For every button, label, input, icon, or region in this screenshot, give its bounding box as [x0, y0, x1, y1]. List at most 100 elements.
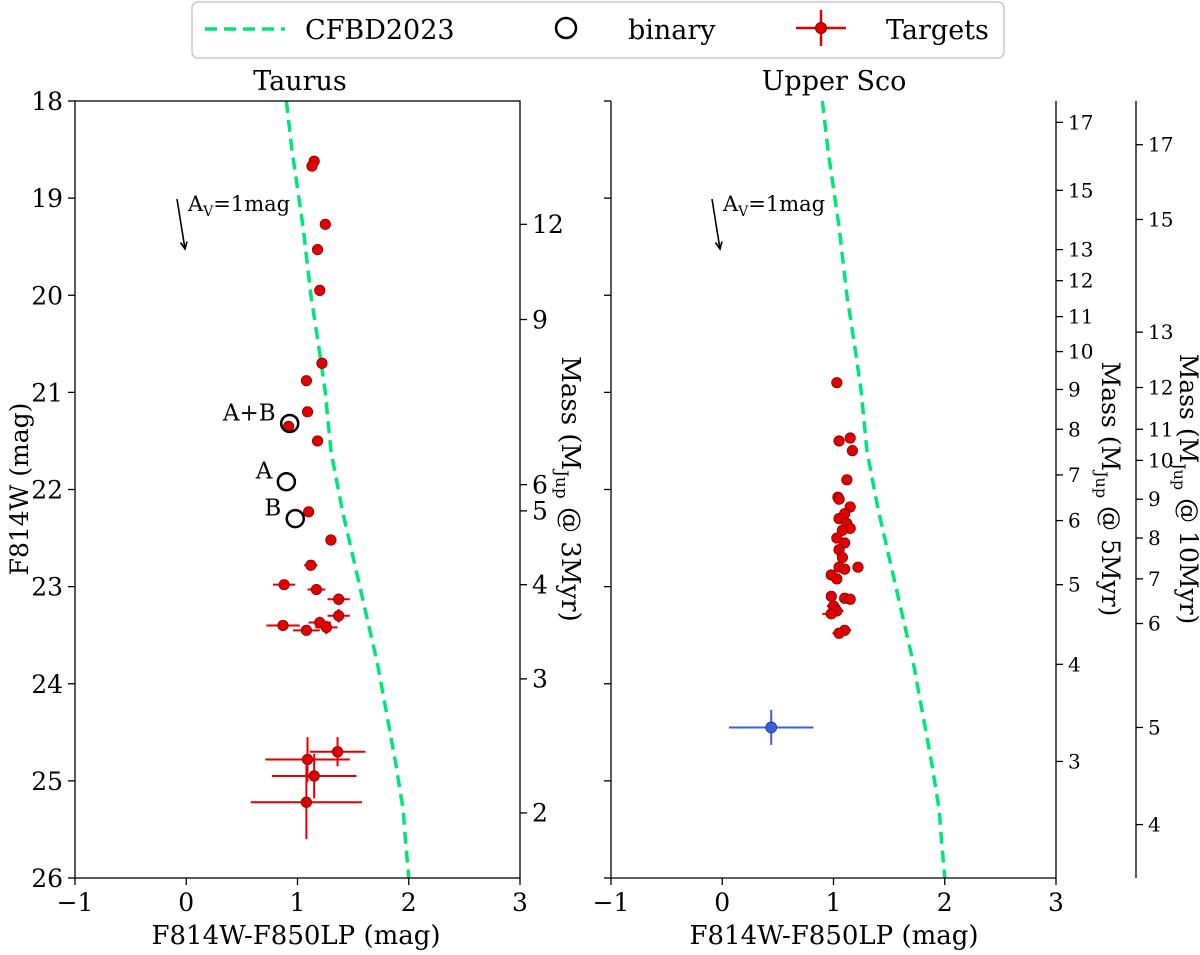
target-point — [831, 573, 843, 585]
mass-tick-label: 12 — [532, 210, 564, 239]
target-point — [316, 357, 328, 369]
binary-label: A — [255, 459, 273, 485]
mass-tick-label: 7 — [1148, 567, 1161, 591]
target-point — [310, 583, 323, 596]
mass-tick-label: 17 — [1068, 110, 1093, 134]
target-point — [825, 590, 837, 602]
x-tick-label: 2 — [401, 888, 417, 917]
mass-axis-label-3myr: Mass (MJup @ 3Myr) — [551, 356, 585, 621]
target-point — [333, 593, 345, 605]
mass-tick-label: 15 — [1148, 207, 1173, 231]
mass-tick-label: 13 — [1068, 238, 1093, 262]
target-point — [301, 753, 314, 766]
targets-layer — [728, 377, 864, 745]
target-point — [833, 435, 845, 447]
legend-binary-swatch — [554, 16, 578, 40]
target-point — [825, 608, 837, 620]
mass-tick-label: 11 — [1068, 305, 1093, 329]
y-tick-label: 26 — [31, 864, 63, 893]
target-point — [305, 559, 317, 571]
axes-layer: −1 0 1 2 31715131211109876543171513121110987… — [593, 100, 1173, 917]
mass-tick-label: 11 — [1148, 417, 1173, 441]
mass-tick-label: 2 — [532, 799, 548, 828]
target-point — [277, 619, 289, 632]
panel-taurus: Taurus A+BAB AV=1mag −1 0 1 2 31819202122232… — [5, 66, 585, 951]
target-point — [319, 218, 331, 230]
mass-tick-label: 6 — [1148, 612, 1161, 636]
reddening-arrowhead — [714, 241, 723, 251]
y-tick-label: 21 — [31, 378, 63, 407]
y-axis-label: F814W (mag) — [5, 403, 34, 576]
mass-tick-label: 8 — [1068, 417, 1081, 441]
legend-binary-label: binary — [628, 15, 716, 46]
x-tick-label: 0 — [714, 888, 730, 917]
mass-axis-label-5myr: Mass (MJup @ 5Myr) — [1092, 362, 1125, 617]
mass-tick-label: 15 — [1068, 178, 1093, 202]
reddening-arrow — [711, 198, 721, 250]
reddening-label: AV=1mag — [722, 192, 825, 220]
mass-tick-label: 9 — [1148, 487, 1161, 511]
x-tick-label: −1 — [57, 888, 94, 917]
mass-tick-label: 17 — [1148, 133, 1173, 157]
target-point — [300, 796, 312, 808]
legend: CFBD2023 binary Targets — [191, 1, 1005, 59]
binary-circle — [285, 508, 306, 529]
target-point — [846, 445, 859, 457]
mass-tick-label: 9 — [532, 305, 548, 334]
x-tick-label: 0 — [178, 888, 194, 917]
mass-tick-label: 3 — [532, 665, 548, 694]
target-point — [325, 534, 337, 546]
target-point — [301, 406, 314, 418]
target-point — [308, 770, 320, 782]
x-tick-label: −1 — [593, 888, 630, 917]
y-tick-label: 23 — [31, 573, 63, 602]
target-point — [836, 551, 849, 564]
target-point — [844, 432, 856, 444]
target-point — [333, 610, 345, 622]
model-curve-cfbd2023 — [284, 100, 411, 879]
mass-tick-label: 10 — [1068, 340, 1093, 364]
x-tick-label: 1 — [826, 888, 842, 917]
binary-circle — [279, 413, 300, 434]
y-tick-label: 24 — [31, 670, 63, 699]
model-curve-layer — [820, 100, 947, 879]
target-point — [839, 563, 851, 575]
mass-tick-label: 4 — [1068, 652, 1081, 676]
legend-box — [191, 1, 1005, 59]
binary-label: B — [264, 496, 281, 522]
mass-tick-label: 13 — [1148, 320, 1173, 344]
y-tick-label: 20 — [31, 281, 63, 310]
mass-tick-label: 5 — [1148, 715, 1161, 739]
model-curve-layer — [284, 100, 411, 879]
reddening-vector: AV=1mag — [176, 192, 290, 251]
mass-axis-label-10myr: Mass (MJup @ 10Myr) — [1170, 354, 1200, 625]
panel-title: Taurus — [253, 66, 347, 97]
y-tick-label: 22 — [31, 476, 63, 505]
mass-tick-label: 7 — [1068, 463, 1081, 487]
model-curve-cfbd2023 — [820, 100, 947, 879]
target-point — [833, 627, 845, 639]
mass-tick-label: 12 — [1068, 269, 1093, 293]
binaries-layer: A+B AB — [222, 400, 306, 529]
mass-tick-label: 4 — [532, 570, 548, 599]
plot-frame — [74, 100, 521, 879]
mass-tick-label: 6 — [1068, 509, 1081, 533]
y-tick-label: 18 — [31, 87, 63, 116]
x-tick-label: 3 — [512, 888, 528, 917]
target-point — [844, 593, 856, 605]
x-tick-label: 1 — [290, 888, 306, 917]
targets-layer — [250, 155, 366, 840]
x-axis-label: F814W-F850LP (mag) — [151, 921, 440, 951]
target-point — [300, 375, 312, 387]
reddening-label: AV=1mag — [187, 192, 290, 220]
target-point — [300, 624, 312, 636]
mass-tick-label: 12 — [1148, 376, 1173, 400]
x-tick-label: 3 — [1048, 888, 1064, 917]
mass-tick-label: 5 — [532, 497, 548, 526]
x-axis-label: F814W-F850LP (mag) — [689, 921, 978, 951]
x-tick-label: 2 — [937, 888, 953, 917]
y-tick-label: 19 — [31, 184, 63, 213]
legend-model-label: CFBD2023 — [305, 15, 455, 46]
target-point — [852, 561, 864, 573]
